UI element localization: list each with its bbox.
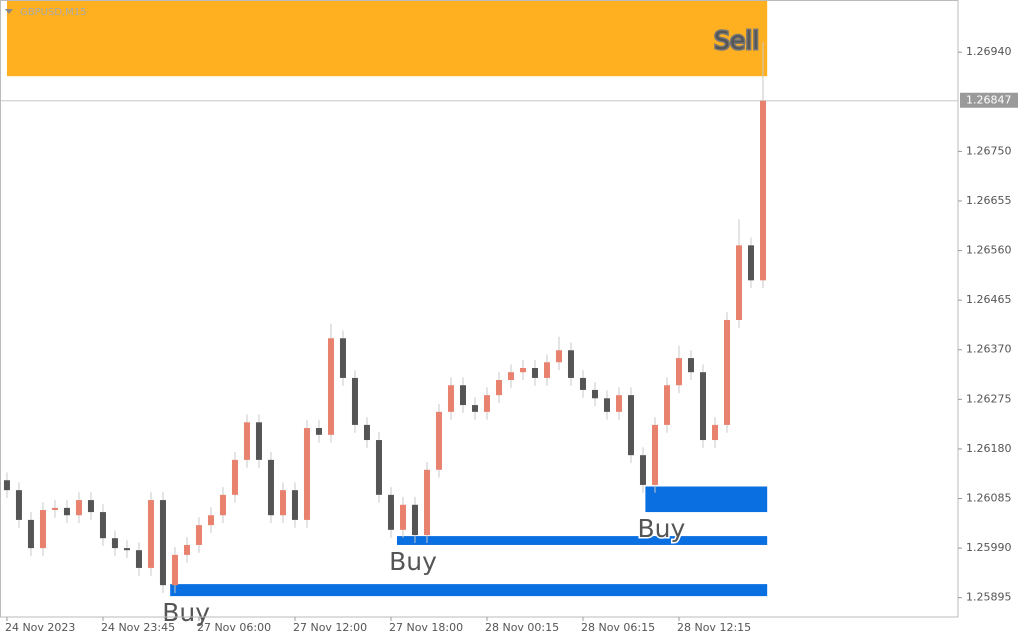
- candle-body: [699, 372, 706, 441]
- candle-body: [411, 504, 418, 536]
- candle-body: [507, 372, 514, 381]
- candle-body: [327, 338, 334, 435]
- candle-body: [291, 490, 298, 520]
- candle-body: [15, 490, 22, 520]
- x-tick-label: 28 Nov 00:15: [485, 621, 559, 634]
- candle-body: [459, 385, 466, 406]
- candle-body: [219, 494, 226, 516]
- zone: [6, 0, 768, 77]
- y-tick-label: 1.26940: [966, 45, 1012, 58]
- candle-body: [255, 422, 262, 460]
- frame: [0, 0, 959, 618]
- candle-body: [651, 424, 658, 485]
- x-tick-label: 27 Nov 18:00: [389, 621, 463, 634]
- candle-body: [315, 428, 322, 435]
- candle-body: [639, 455, 646, 485]
- candle-body: [63, 507, 70, 516]
- candle-body: [111, 538, 118, 549]
- candle-body: [687, 358, 694, 373]
- candle-body: [27, 519, 34, 549]
- title-icon: [5, 9, 13, 14]
- candle-body: [675, 358, 682, 386]
- current-price-label: 1.26847: [966, 94, 1012, 107]
- x-tick-label: 24 Nov 23:45: [101, 621, 175, 634]
- candle-body: [555, 350, 562, 363]
- candle-body: [663, 385, 670, 425]
- candle-body: [519, 368, 526, 373]
- candle-body: [231, 459, 238, 495]
- candle-body: [435, 411, 442, 470]
- candle-body: [303, 428, 310, 520]
- x-tick-label: 28 Nov 12:15: [677, 621, 751, 634]
- zone-label: Sell: [714, 26, 759, 55]
- candle-body: [87, 500, 94, 513]
- candle-body: [123, 548, 130, 551]
- y-tick-label: 1.26085: [966, 492, 1012, 505]
- candle-body: [747, 245, 754, 281]
- x-tick-label: 27 Nov 12:00: [293, 621, 367, 634]
- y-tick-label: 1.26180: [966, 442, 1012, 455]
- candle-body: [615, 395, 622, 412]
- candle-body: [627, 395, 634, 456]
- candle-body: [723, 319, 730, 425]
- zone: [645, 486, 768, 513]
- candle-body: [159, 500, 166, 586]
- candle-body: [39, 509, 46, 549]
- candle-body: [471, 405, 478, 412]
- candle-body: [243, 422, 250, 460]
- y-tick-label: 1.26275: [966, 392, 1012, 405]
- y-tick-label: 1.26750: [966, 144, 1012, 157]
- candle-body: [579, 377, 586, 390]
- y-tick-label: 1.26655: [966, 194, 1012, 207]
- candle-body: [171, 554, 178, 586]
- candle-body: [423, 469, 430, 536]
- candle-body: [495, 380, 502, 396]
- candle-body: [339, 338, 346, 378]
- zone-label: Buy: [162, 598, 210, 627]
- candle-body: [735, 245, 742, 320]
- candle-body: [483, 395, 490, 412]
- candle-body: [759, 100, 766, 281]
- x-tick-label: 24 Nov 2023: [5, 621, 75, 634]
- x-tick-label: 28 Nov 06:15: [581, 621, 655, 634]
- candle-body: [531, 368, 538, 378]
- candle-body: [447, 385, 454, 412]
- candle-body: [351, 377, 358, 425]
- candle-body: [591, 389, 598, 399]
- candle-body: [543, 362, 550, 378]
- y-tick-label: 1.26370: [966, 343, 1012, 356]
- y-tick-label: 1.25895: [966, 591, 1012, 604]
- y-tick-label: 1.25990: [966, 541, 1012, 554]
- candle-body: [51, 507, 58, 510]
- zone-label: Buy: [637, 514, 685, 543]
- candle-body: [267, 459, 274, 516]
- candle-body: [207, 515, 214, 526]
- candle-body: [147, 500, 154, 568]
- current-price-tag: [960, 92, 1018, 108]
- candle-body: [3, 480, 10, 491]
- candle-body: [399, 504, 406, 530]
- candle-body: [603, 398, 610, 412]
- x-tick-label: 27 Nov 06:00: [197, 621, 271, 634]
- zone: [170, 584, 768, 597]
- chart-title: GBPUSD,M15: [20, 7, 87, 18]
- y-tick-label: 1.26465: [966, 293, 1012, 306]
- candle-body: [711, 424, 718, 441]
- candle-body: [279, 490, 286, 516]
- zone-label: Buy: [389, 547, 437, 576]
- candle-body: [195, 525, 202, 545]
- candle-body: [387, 494, 394, 530]
- candle-body: [183, 544, 190, 555]
- zone: [396, 536, 768, 545]
- candle-body: [135, 550, 142, 568]
- candle-body: [567, 350, 574, 378]
- candle-body: [75, 500, 82, 516]
- candle-body: [99, 512, 106, 539]
- candle-body: [363, 424, 370, 441]
- y-tick-label: 1.26560: [966, 244, 1012, 257]
- candle-body: [375, 440, 382, 495]
